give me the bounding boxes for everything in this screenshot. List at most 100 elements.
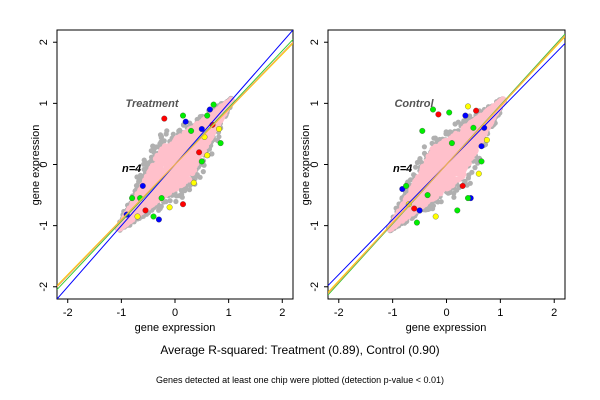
cloud-point: [467, 120, 474, 127]
cloud-point: [465, 175, 471, 181]
cloud-point: [216, 109, 223, 116]
cloud-point: [200, 169, 206, 175]
fit-line: [57, 41, 293, 288]
cloud-point: [149, 171, 156, 178]
cloud-point: [439, 164, 446, 171]
cloud-point: [156, 207, 162, 213]
highlight-point: [150, 213, 157, 220]
panel-title: Treatment: [126, 98, 180, 110]
fit-lines: [57, 30, 293, 299]
cloud-point: [451, 190, 457, 196]
highlight-point: [155, 216, 162, 223]
cloud-point: [193, 131, 200, 138]
cloud-point: [193, 124, 199, 131]
cloud-point: [419, 169, 426, 176]
cloud-point: [166, 181, 173, 188]
highlight-point: [182, 118, 189, 125]
cloud-point: [177, 156, 184, 163]
cloud-point: [423, 178, 430, 185]
highlight-point: [142, 207, 149, 214]
highlight-point: [166, 204, 173, 211]
cloud-point: [186, 187, 193, 193]
cloud-point: [432, 135, 438, 141]
cloud-point: [176, 128, 182, 134]
highlight-point: [210, 101, 217, 108]
cloud-point: [424, 166, 431, 173]
highlight-point: [134, 213, 141, 220]
cloud-point: [453, 176, 460, 183]
y-tick-label: 1: [38, 100, 50, 106]
highlight-point: [198, 126, 205, 132]
cloud-point: [149, 162, 156, 169]
cloud-point: [143, 173, 150, 180]
cloud-point: [418, 177, 425, 184]
cloud-point: [201, 143, 208, 150]
cloud-point: [182, 133, 189, 139]
cloud-point: [438, 199, 444, 205]
cloud-point: [164, 190, 170, 197]
cloud-point: [150, 143, 156, 149]
x-axis: -2 -1 0 1 2: [63, 299, 285, 319]
cloud-point: [152, 155, 159, 162]
cloud-point: [154, 188, 161, 195]
x-tick-label: 1: [226, 307, 232, 319]
cloud-point: [170, 186, 177, 193]
cloud-point: [163, 199, 169, 205]
cloud-point: [461, 118, 467, 124]
cloud-point: [176, 193, 182, 199]
cloud-point: [414, 159, 420, 166]
highlight-point: [217, 140, 224, 147]
highlight-point: [139, 182, 146, 189]
cloud-point: [176, 165, 183, 172]
cloud-point: [451, 194, 457, 200]
cloud-point: [424, 206, 430, 213]
cloud-point: [167, 198, 173, 204]
cloud-point: [172, 174, 179, 181]
x-axis-label: gene expression: [135, 322, 216, 334]
highlight-point: [196, 149, 203, 156]
y-tick-label: -2: [38, 282, 50, 292]
highlight-point: [206, 106, 213, 113]
cloud-point: [470, 143, 477, 150]
cloud-point: [204, 117, 211, 124]
cloud-point: [164, 145, 171, 152]
cloud-point: [144, 160, 150, 166]
cloud-point: [469, 169, 475, 175]
cloud-point: [154, 165, 161, 172]
y-axis-label: gene expression: [30, 125, 42, 206]
cloud-point: [160, 169, 167, 176]
highlight-point: [198, 158, 205, 165]
cloud-point: [141, 166, 147, 172]
cloud-point: [428, 203, 434, 209]
cloud-point: [159, 154, 166, 161]
highlight-point: [180, 112, 186, 119]
highlight-point: [188, 127, 195, 134]
cloud-point: [158, 133, 164, 140]
cloud-point: [137, 175, 143, 181]
cloud-point: [470, 150, 477, 157]
cloud-point: [472, 165, 478, 171]
cloud-point: [173, 142, 180, 148]
cloud-point: [429, 140, 435, 146]
y-tick-label: 0: [38, 161, 50, 167]
cloud-point: [187, 168, 194, 175]
highlight-point: [190, 179, 197, 186]
cloud-point: [181, 142, 188, 149]
cloud-point: [441, 138, 448, 145]
cloud-point: [452, 121, 458, 127]
cloud-point: [158, 159, 165, 166]
cloud-point: [435, 145, 442, 152]
cloud-point: [423, 158, 430, 165]
cloud-point: [421, 144, 427, 150]
cloud-point: [467, 180, 473, 186]
cloud-point: [188, 137, 195, 144]
y-tick-label: 2: [38, 39, 50, 45]
highlight-point: [216, 126, 222, 132]
x-tick-label: -1: [116, 307, 126, 319]
cloud-point: [148, 158, 154, 164]
y-tick-label: -1: [38, 221, 50, 231]
highlight-point: [204, 112, 211, 119]
cloud-point: [431, 180, 437, 187]
